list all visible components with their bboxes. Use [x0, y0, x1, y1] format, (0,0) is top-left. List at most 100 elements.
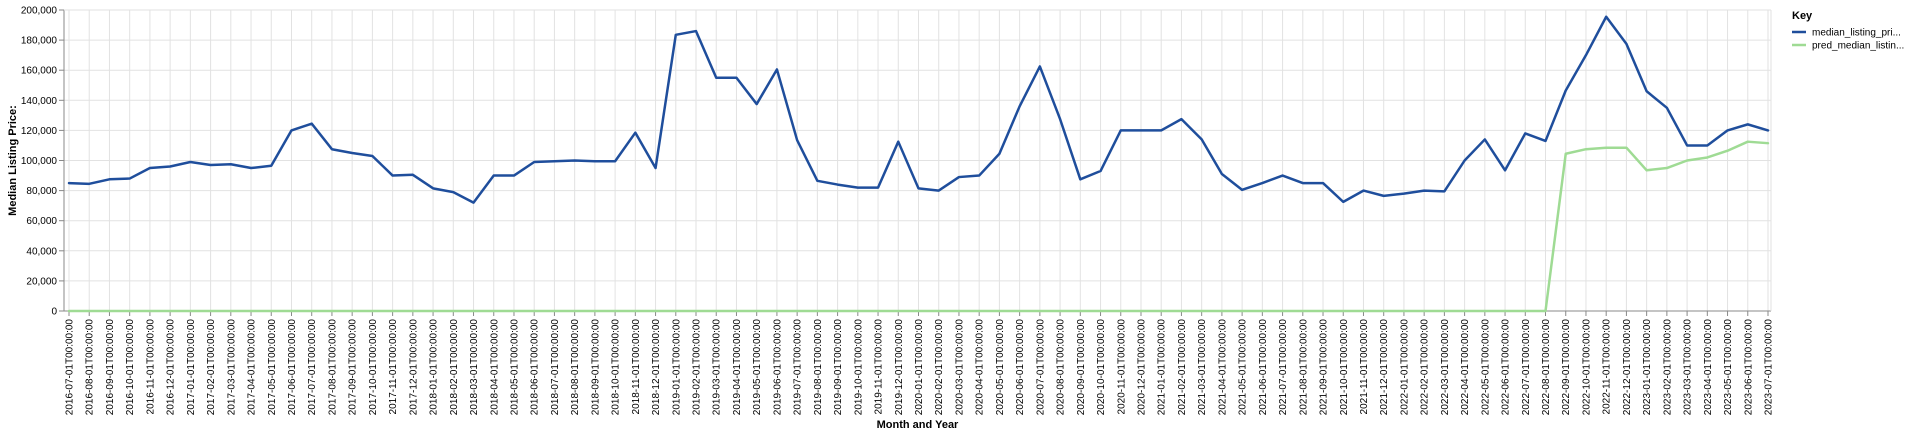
x-tick-label: 2017-01-01T00:00:00 [186, 319, 197, 416]
x-tick-label: 2022-05-01T00:00:00 [1480, 319, 1491, 416]
y-tick-label: 140,000 [21, 96, 58, 107]
x-tick-label: 2017-02-01T00:00:00 [206, 319, 217, 416]
x-tick-label: 2020-10-01T00:00:00 [1096, 319, 1107, 416]
x-tick-label: 2023-04-01T00:00:00 [1703, 319, 1714, 416]
y-tick-label: 120,000 [21, 126, 58, 137]
legend-label: pred_median_listin... [1812, 41, 1904, 52]
x-tick-label: 2023-05-01T00:00:00 [1723, 319, 1734, 416]
x-tick-label: 2023-07-01T00:00:00 [1764, 319, 1775, 416]
x-axis-title: Month and Year [877, 419, 959, 431]
y-tick-label: 80,000 [26, 186, 57, 197]
series-line-0 [67, 15, 1770, 204]
y-tick-label: 40,000 [26, 246, 57, 257]
x-tick-label: 2018-08-01T00:00:00 [570, 319, 581, 416]
x-tick-label: 2020-01-01T00:00:00 [914, 319, 925, 416]
legend-label: median_listing_pri... [1812, 28, 1901, 39]
y-axis-title: Median Listing Price: [7, 105, 19, 216]
x-tick-label: 2023-02-01T00:00:00 [1662, 319, 1673, 416]
x-tick-label: 2018-01-01T00:00:00 [429, 319, 440, 416]
x-tick-label: 2021-07-01T00:00:00 [1278, 319, 1289, 416]
x-tick-label: 2019-01-01T00:00:00 [671, 319, 682, 416]
x-tick-label: 2018-05-01T00:00:00 [509, 319, 520, 416]
x-tick-label: 2021-06-01T00:00:00 [1258, 319, 1269, 416]
x-tick-label: 2017-11-01T00:00:00 [388, 319, 399, 415]
x-tick-label: 2021-04-01T00:00:00 [1217, 319, 1228, 416]
x-tick-label: 2022-12-01T00:00:00 [1622, 319, 1633, 416]
x-tick-label: 2017-10-01T00:00:00 [368, 319, 379, 416]
x-tick-label: 2016-09-01T00:00:00 [105, 319, 116, 416]
x-tick-label: 2017-12-01T00:00:00 [408, 319, 419, 416]
x-tick-label: 2017-07-01T00:00:00 [307, 319, 318, 416]
x-tick-label: 2020-05-01T00:00:00 [995, 319, 1006, 416]
series-lines [67, 15, 1770, 313]
y-tick-label: 100,000 [21, 156, 58, 167]
x-tick-label: 2016-11-01T00:00:00 [145, 319, 156, 415]
x-tick-label: 2018-12-01T00:00:00 [651, 319, 662, 416]
x-tick-label: 2016-08-01T00:00:00 [85, 319, 96, 416]
x-tick-label: 2023-06-01T00:00:00 [1743, 319, 1754, 416]
x-tick-label: 2020-07-01T00:00:00 [1035, 319, 1046, 416]
x-tick-label: 2023-01-01T00:00:00 [1642, 319, 1653, 416]
x-tick-label: 2021-05-01T00:00:00 [1238, 319, 1249, 416]
x-tick-label: 2017-08-01T00:00:00 [327, 319, 338, 416]
x-tick-label: 2019-06-01T00:00:00 [772, 319, 783, 416]
x-tick-label: 2017-06-01T00:00:00 [287, 319, 298, 416]
x-tick-label: 2019-02-01T00:00:00 [692, 319, 703, 416]
x-tick-label: 2018-03-01T00:00:00 [469, 319, 480, 416]
x-tick-label: 2021-08-01T00:00:00 [1298, 319, 1309, 416]
x-tick-label: 2022-02-01T00:00:00 [1420, 319, 1431, 416]
y-tick-label: 200,000 [21, 6, 58, 17]
y-tick-label: 60,000 [26, 216, 57, 227]
x-tick-label: 2019-04-01T00:00:00 [732, 319, 743, 416]
x-tick-label: 2021-03-01T00:00:00 [1197, 319, 1208, 416]
y-tick-label: 160,000 [21, 66, 58, 77]
gridlines [64, 9, 1771, 312]
x-tick-label: 2018-02-01T00:00:00 [449, 319, 460, 416]
x-tick-label: 2020-11-01T00:00:00 [1116, 319, 1127, 415]
x-tick-label: 2022-08-01T00:00:00 [1541, 319, 1552, 416]
x-tick-label: 2023-03-01T00:00:00 [1683, 319, 1694, 416]
x-tick-label: 2020-03-01T00:00:00 [954, 319, 965, 416]
x-tick-label: 2021-12-01T00:00:00 [1379, 319, 1390, 416]
x-tick-label: 2022-10-01T00:00:00 [1581, 319, 1592, 416]
x-tick-label: 2022-06-01T00:00:00 [1501, 319, 1512, 416]
legend-title: Key [1792, 10, 1813, 22]
x-tick-label: 2019-09-01T00:00:00 [833, 319, 844, 416]
x-tick-label: 2017-03-01T00:00:00 [226, 319, 237, 416]
x-tick-label: 2021-09-01T00:00:00 [1319, 319, 1330, 416]
x-tick-label: 2020-02-01T00:00:00 [934, 319, 945, 416]
x-tick-label: 2022-09-01T00:00:00 [1561, 319, 1572, 416]
x-tick-label: 2022-07-01T00:00:00 [1521, 319, 1532, 416]
x-tick-label: 2016-07-01T00:00:00 [65, 319, 76, 416]
x-tick-label: 2019-10-01T00:00:00 [853, 319, 864, 416]
legend: Key median_listing_pri... pred_median_lis… [1792, 10, 1904, 52]
x-tick-label: 2020-04-01T00:00:00 [975, 319, 986, 416]
x-tick-label: 2022-04-01T00:00:00 [1460, 319, 1471, 416]
x-tick-label: 2018-04-01T00:00:00 [489, 319, 500, 416]
x-tick-label: 2018-07-01T00:00:00 [550, 319, 561, 416]
x-tick-label: 2018-10-01T00:00:00 [611, 319, 622, 416]
x-tick-label: 2019-11-01T00:00:00 [874, 319, 885, 415]
y-tick-label: 20,000 [26, 276, 57, 287]
axes: 0 20,000 40,000 60,000 80,000 100,000 120,000 1… [21, 6, 1775, 416]
x-tick-label: 2018-06-01T00:00:00 [530, 319, 541, 416]
x-tick-label: 2022-01-01T00:00:00 [1399, 319, 1410, 416]
x-tick-label: 2017-04-01T00:00:00 [247, 319, 258, 416]
x-tick-label: 2020-12-01T00:00:00 [1136, 319, 1147, 416]
x-tick-label: 2022-11-01T00:00:00 [1602, 319, 1613, 415]
x-tick-label: 2018-11-01T00:00:00 [631, 319, 642, 415]
x-tick-label: 2019-03-01T00:00:00 [712, 319, 723, 416]
x-tick-label: 2018-09-01T00:00:00 [590, 319, 601, 416]
x-tick-label: 2021-01-01T00:00:00 [1157, 319, 1168, 416]
series-line-1 [67, 140, 1770, 313]
y-tick-label: 0 [51, 307, 57, 318]
x-tick-label: 2019-07-01T00:00:00 [793, 319, 804, 416]
x-tick-label: 2016-10-01T00:00:00 [125, 319, 136, 416]
x-tick-label: 2020-06-01T00:00:00 [1015, 319, 1026, 416]
x-tick-label: 2021-10-01T00:00:00 [1339, 319, 1350, 416]
x-tick-label: 2016-12-01T00:00:00 [166, 319, 177, 416]
x-tick-label: 2020-08-01T00:00:00 [1056, 319, 1067, 416]
x-tick-label: 2019-05-01T00:00:00 [752, 319, 763, 416]
x-tick-label: 2021-02-01T00:00:00 [1177, 319, 1188, 416]
